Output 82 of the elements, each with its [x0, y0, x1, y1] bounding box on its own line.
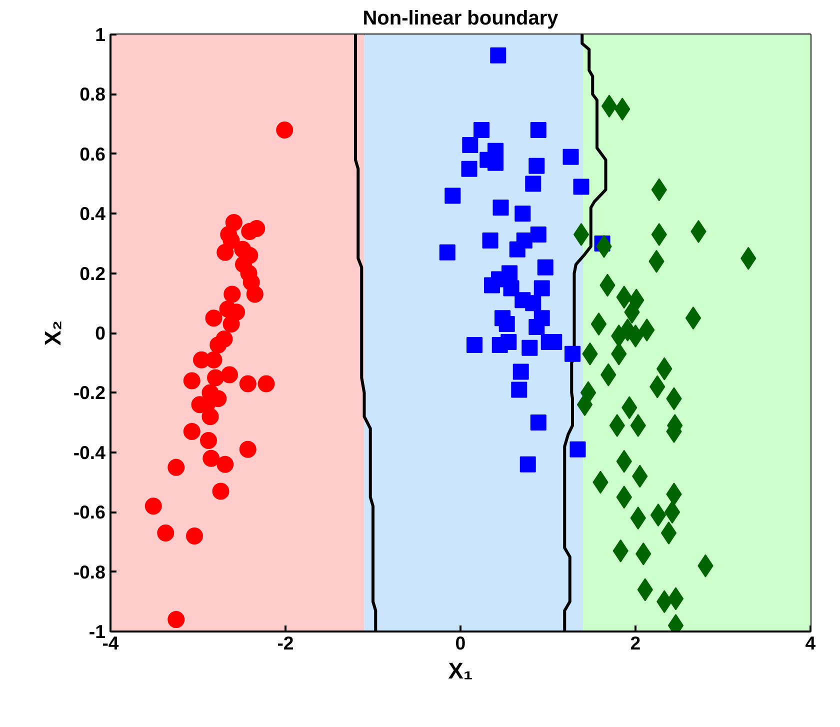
point	[222, 316, 240, 333]
point	[200, 432, 217, 449]
point	[492, 200, 509, 216]
point	[246, 286, 264, 303]
point	[534, 280, 550, 296]
point	[564, 346, 580, 362]
point	[562, 148, 579, 165]
point	[511, 382, 528, 398]
point	[530, 414, 546, 431]
point	[490, 47, 506, 64]
y-tick-label: 0	[95, 322, 106, 344]
point	[685, 306, 702, 330]
point	[144, 498, 162, 515]
point	[660, 521, 677, 544]
chart-title: Non-linear boundary	[362, 8, 560, 30]
point	[186, 527, 203, 544]
point	[525, 176, 542, 192]
point	[183, 423, 200, 440]
point	[601, 94, 618, 118]
y-tick-label: -0.8	[73, 561, 106, 582]
point	[224, 286, 241, 303]
point	[202, 408, 219, 426]
point	[276, 122, 294, 139]
point	[525, 295, 542, 312]
point	[439, 244, 456, 260]
x-tick-label: -2	[277, 632, 294, 654]
point	[509, 241, 526, 258]
point	[573, 222, 590, 246]
point	[221, 366, 238, 384]
point	[157, 524, 174, 542]
y-axis-title: X₂	[39, 320, 66, 346]
point	[466, 336, 482, 353]
point	[212, 482, 230, 500]
point	[528, 158, 545, 174]
y-tick-label: 0.6	[80, 143, 106, 164]
point	[444, 188, 461, 204]
point	[537, 259, 554, 276]
point	[216, 456, 234, 473]
point	[512, 364, 529, 380]
point	[503, 280, 520, 296]
point	[248, 220, 266, 238]
point	[570, 441, 586, 458]
point	[258, 375, 275, 392]
point	[664, 500, 680, 524]
y-tick-label: -0.4	[73, 442, 106, 463]
point	[216, 244, 234, 261]
point	[205, 310, 222, 327]
point	[207, 369, 224, 386]
point	[462, 136, 478, 153]
point	[168, 458, 185, 476]
point	[498, 316, 515, 332]
point	[573, 178, 590, 195]
point	[239, 375, 256, 392]
point	[482, 232, 498, 248]
point	[528, 319, 545, 336]
point	[520, 456, 536, 472]
point	[650, 504, 666, 527]
x-tick-label: 0	[455, 632, 466, 654]
point	[522, 340, 538, 356]
y-tick-label: -0.6	[73, 502, 106, 523]
point	[168, 611, 185, 628]
x-tick-label: 4	[805, 632, 816, 654]
point	[202, 450, 220, 467]
x-tick-label: 2	[630, 632, 641, 654]
point	[500, 334, 517, 350]
y-tick-label: 0.4	[80, 203, 106, 224]
y-tick-label: -1	[88, 621, 106, 642]
point	[590, 312, 607, 336]
y-tick-label: -0.2	[73, 382, 106, 404]
y-tick-label: 1	[95, 24, 106, 45]
y-tick-label: 0.8	[80, 84, 106, 105]
point	[474, 122, 490, 138]
point	[461, 160, 478, 177]
y-tick-label: 0.2	[80, 262, 106, 284]
point	[239, 440, 256, 458]
point	[210, 336, 227, 354]
point	[514, 206, 531, 222]
point	[530, 122, 546, 138]
x-axis-title: X₁	[448, 658, 473, 684]
point	[668, 587, 684, 610]
point	[530, 226, 546, 242]
point	[183, 372, 200, 390]
